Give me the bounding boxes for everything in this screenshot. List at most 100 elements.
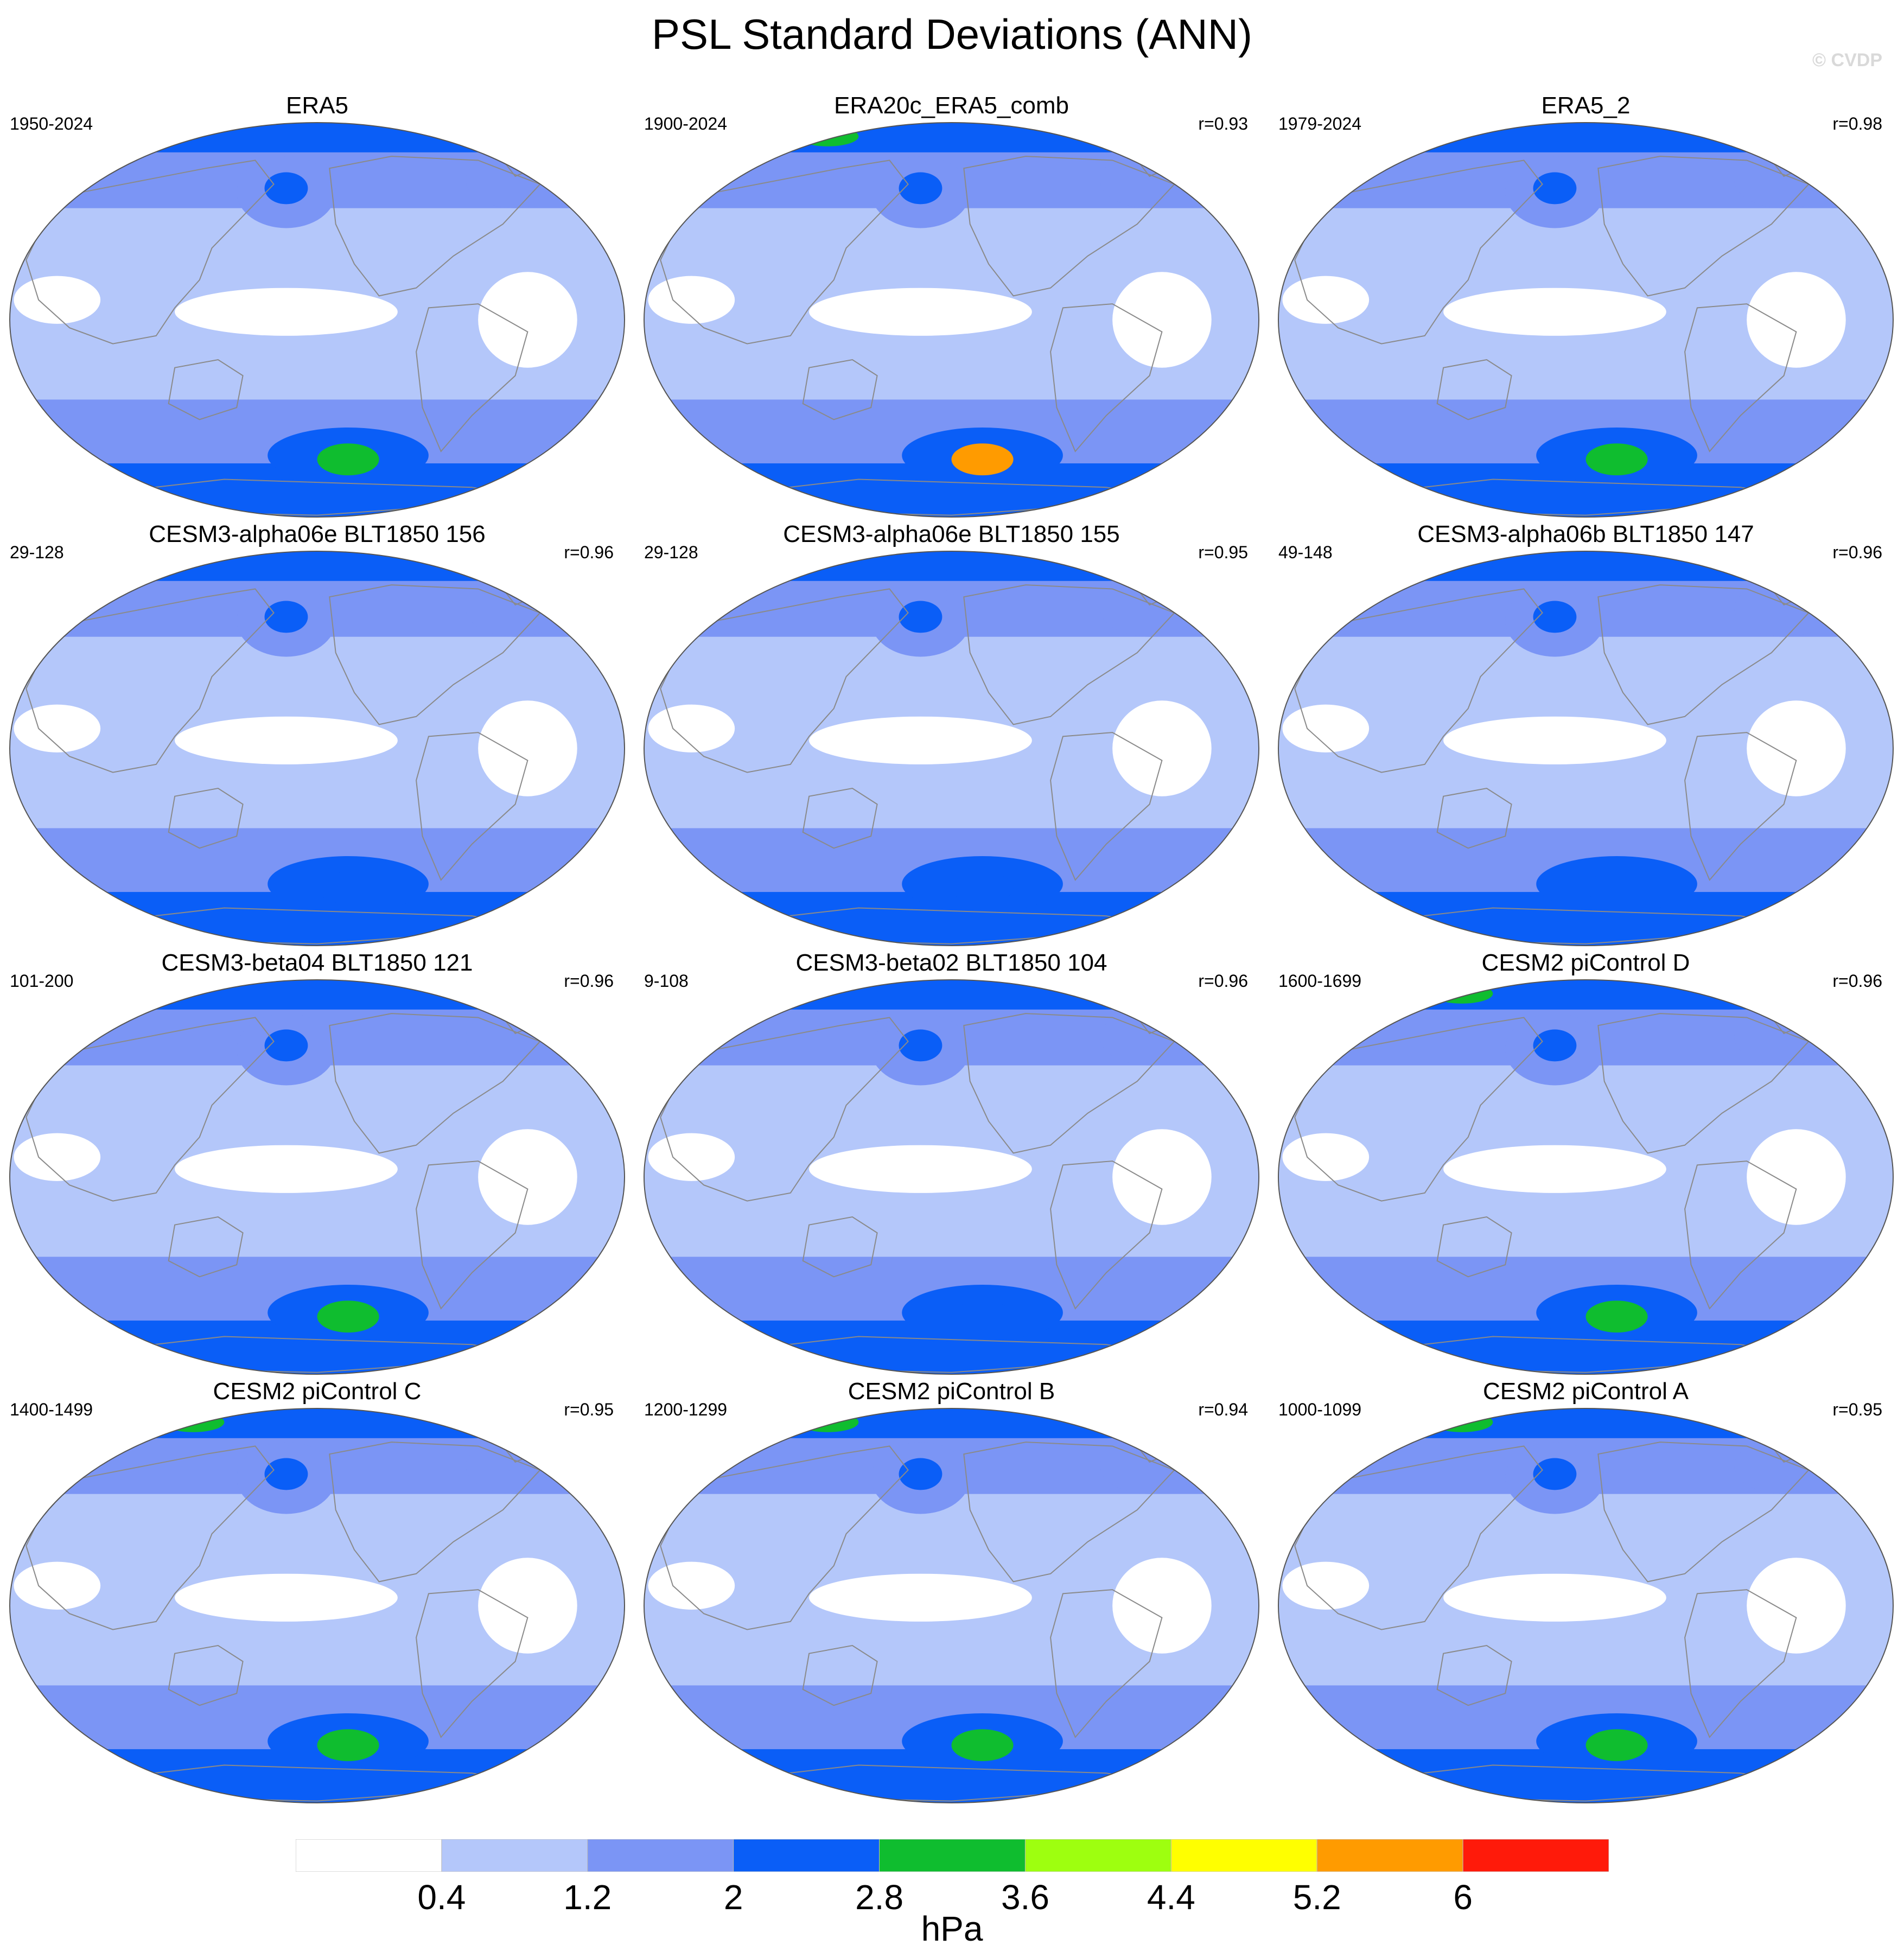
globe-outline <box>644 979 1259 1375</box>
colorbar-swatch <box>296 1839 442 1872</box>
map-panel: CESM3-alpha06e BLT1850 156 29-128 r=0.96 <box>0 521 634 949</box>
field-aleutian-core <box>899 172 943 205</box>
field-sh-maximum <box>1585 1729 1648 1762</box>
globe-outline <box>644 551 1259 946</box>
coastline <box>1436 1216 1512 1278</box>
colorbar-tick-label: 3.6 <box>1001 1878 1049 1917</box>
coastline <box>1597 1442 1810 1583</box>
panel-title: ERA20c_ERA5_comb <box>834 92 1069 119</box>
field-nh-maximum <box>162 126 225 146</box>
field-tropical-min <box>809 1145 1032 1193</box>
coastline <box>1436 1644 1512 1706</box>
field-sh-maximum <box>317 1729 379 1762</box>
panel-title: CESM3-beta02 BLT1850 104 <box>795 949 1107 976</box>
map-panel: CESM2 piControl D 1600-1699 r=0.96 <box>1269 949 1903 1378</box>
psl-std-map <box>644 122 1259 518</box>
field-sh-maximum <box>317 872 379 904</box>
field-tropical-min <box>175 1573 398 1622</box>
panel-title: CESM2 piControl B <box>848 1378 1055 1405</box>
psl-std-map <box>644 1408 1259 1803</box>
globe-outline <box>644 1408 1259 1803</box>
coastline <box>168 359 244 420</box>
field-tropical-min-east <box>1747 700 1846 796</box>
field-tropical-min-east <box>1112 1129 1212 1225</box>
field-tropical-min-east <box>1747 1558 1846 1654</box>
field-arctic-band <box>644 1408 1259 1438</box>
coastline <box>329 156 542 297</box>
field-nh-maximum <box>1431 126 1493 146</box>
globe-outline <box>644 122 1259 518</box>
panel-pattern-correlation: r=0.94 <box>1198 1400 1248 1419</box>
map-panel: ERA20c_ERA5_comb 1900-2024 r=0.93 <box>634 92 1269 521</box>
field-arctic-band <box>644 551 1259 581</box>
field-nh-maximum <box>797 1412 859 1432</box>
coastline <box>1684 1589 1797 1738</box>
field-tropical-min-east <box>1112 700 1212 796</box>
globe-outline <box>9 1408 625 1803</box>
field-tropical-min-west <box>14 276 101 324</box>
panel-years: 9-108 <box>644 971 689 991</box>
coastline <box>416 1160 528 1310</box>
field-nh-maximum <box>1431 555 1493 575</box>
coastline <box>1050 732 1163 881</box>
psl-std-map <box>644 979 1259 1375</box>
psl-std-map <box>1278 979 1894 1375</box>
colorbar-swatch <box>1316 1839 1463 1872</box>
field-nh-maximum <box>162 984 225 1004</box>
colorbar <box>296 1839 1609 1872</box>
coastline <box>1436 359 1512 420</box>
field-tropical-min-east <box>478 700 577 796</box>
coastline <box>1294 160 1543 345</box>
coastline <box>1436 787 1512 849</box>
coastline <box>1294 1445 1543 1630</box>
panel-title: ERA5_2 <box>1541 92 1631 119</box>
panel-pattern-correlation: r=0.93 <box>1198 114 1248 133</box>
colorbar-tick-label: 0.4 <box>417 1878 466 1917</box>
psl-std-map <box>1278 1408 1894 1803</box>
coastline <box>1597 1013 1810 1154</box>
coastline <box>26 1445 275 1630</box>
map-panel: CESM3-beta04 BLT1850 121 101-200 r=0.96 <box>0 949 634 1378</box>
psl-std-map <box>9 1408 625 1803</box>
map-panel: ERA5_2 1979-2024 r=0.98 <box>1269 92 1903 521</box>
panel-years: 1200-1299 <box>644 1400 728 1419</box>
globe-outline <box>1278 122 1894 518</box>
globe-outline <box>9 979 625 1375</box>
field-nh-maximum <box>162 1412 225 1432</box>
coastline <box>416 1589 528 1738</box>
field-arctic-band <box>10 980 625 1010</box>
field-arctic-band <box>10 551 625 581</box>
map-panel: CESM2 piControl A 1000-1099 r=0.95 <box>1269 1378 1903 1807</box>
colorbar-swatch <box>1170 1839 1317 1872</box>
field-tropical-min <box>809 288 1032 336</box>
panel-pattern-correlation: r=0.98 <box>1832 114 1882 133</box>
coastline <box>329 1442 542 1583</box>
colorbar-tick-label: 6 <box>1453 1878 1473 1917</box>
field-nh-maximum <box>797 984 859 1004</box>
panel-pattern-correlation: r=0.96 <box>564 543 614 562</box>
coastline <box>1050 303 1163 452</box>
panel-years: 1400-1499 <box>10 1400 93 1419</box>
field-tropical-min-west <box>1282 704 1370 752</box>
psl-std-map <box>1278 122 1894 518</box>
coastline <box>329 1013 542 1154</box>
panel-title: CESM2 piControl D <box>1481 949 1690 976</box>
field-nh-maximum <box>162 555 225 575</box>
globe-outline <box>1278 979 1894 1375</box>
field-tropical-min <box>809 716 1032 764</box>
panel-years: 1950-2024 <box>10 114 93 133</box>
globe-outline <box>1278 551 1894 946</box>
coastline <box>168 787 244 849</box>
figure-title: PSL Standard Deviations (ANN) <box>652 10 1252 58</box>
field-sh-maximum <box>951 443 1014 476</box>
colorbar-swatch <box>879 1839 1026 1872</box>
field-arctic-band <box>644 980 1259 1010</box>
colorbar-tick-label: 4.4 <box>1147 1878 1195 1917</box>
field-tropical-min-east <box>1112 1558 1212 1654</box>
psl-std-map <box>9 122 625 518</box>
field-tropical-min-west <box>14 704 101 752</box>
field-tropical-min-west <box>1282 1561 1370 1610</box>
colorbar-tick-label: 1.2 <box>563 1878 612 1917</box>
coastline <box>26 588 275 773</box>
field-tropical-min <box>1443 1145 1666 1193</box>
